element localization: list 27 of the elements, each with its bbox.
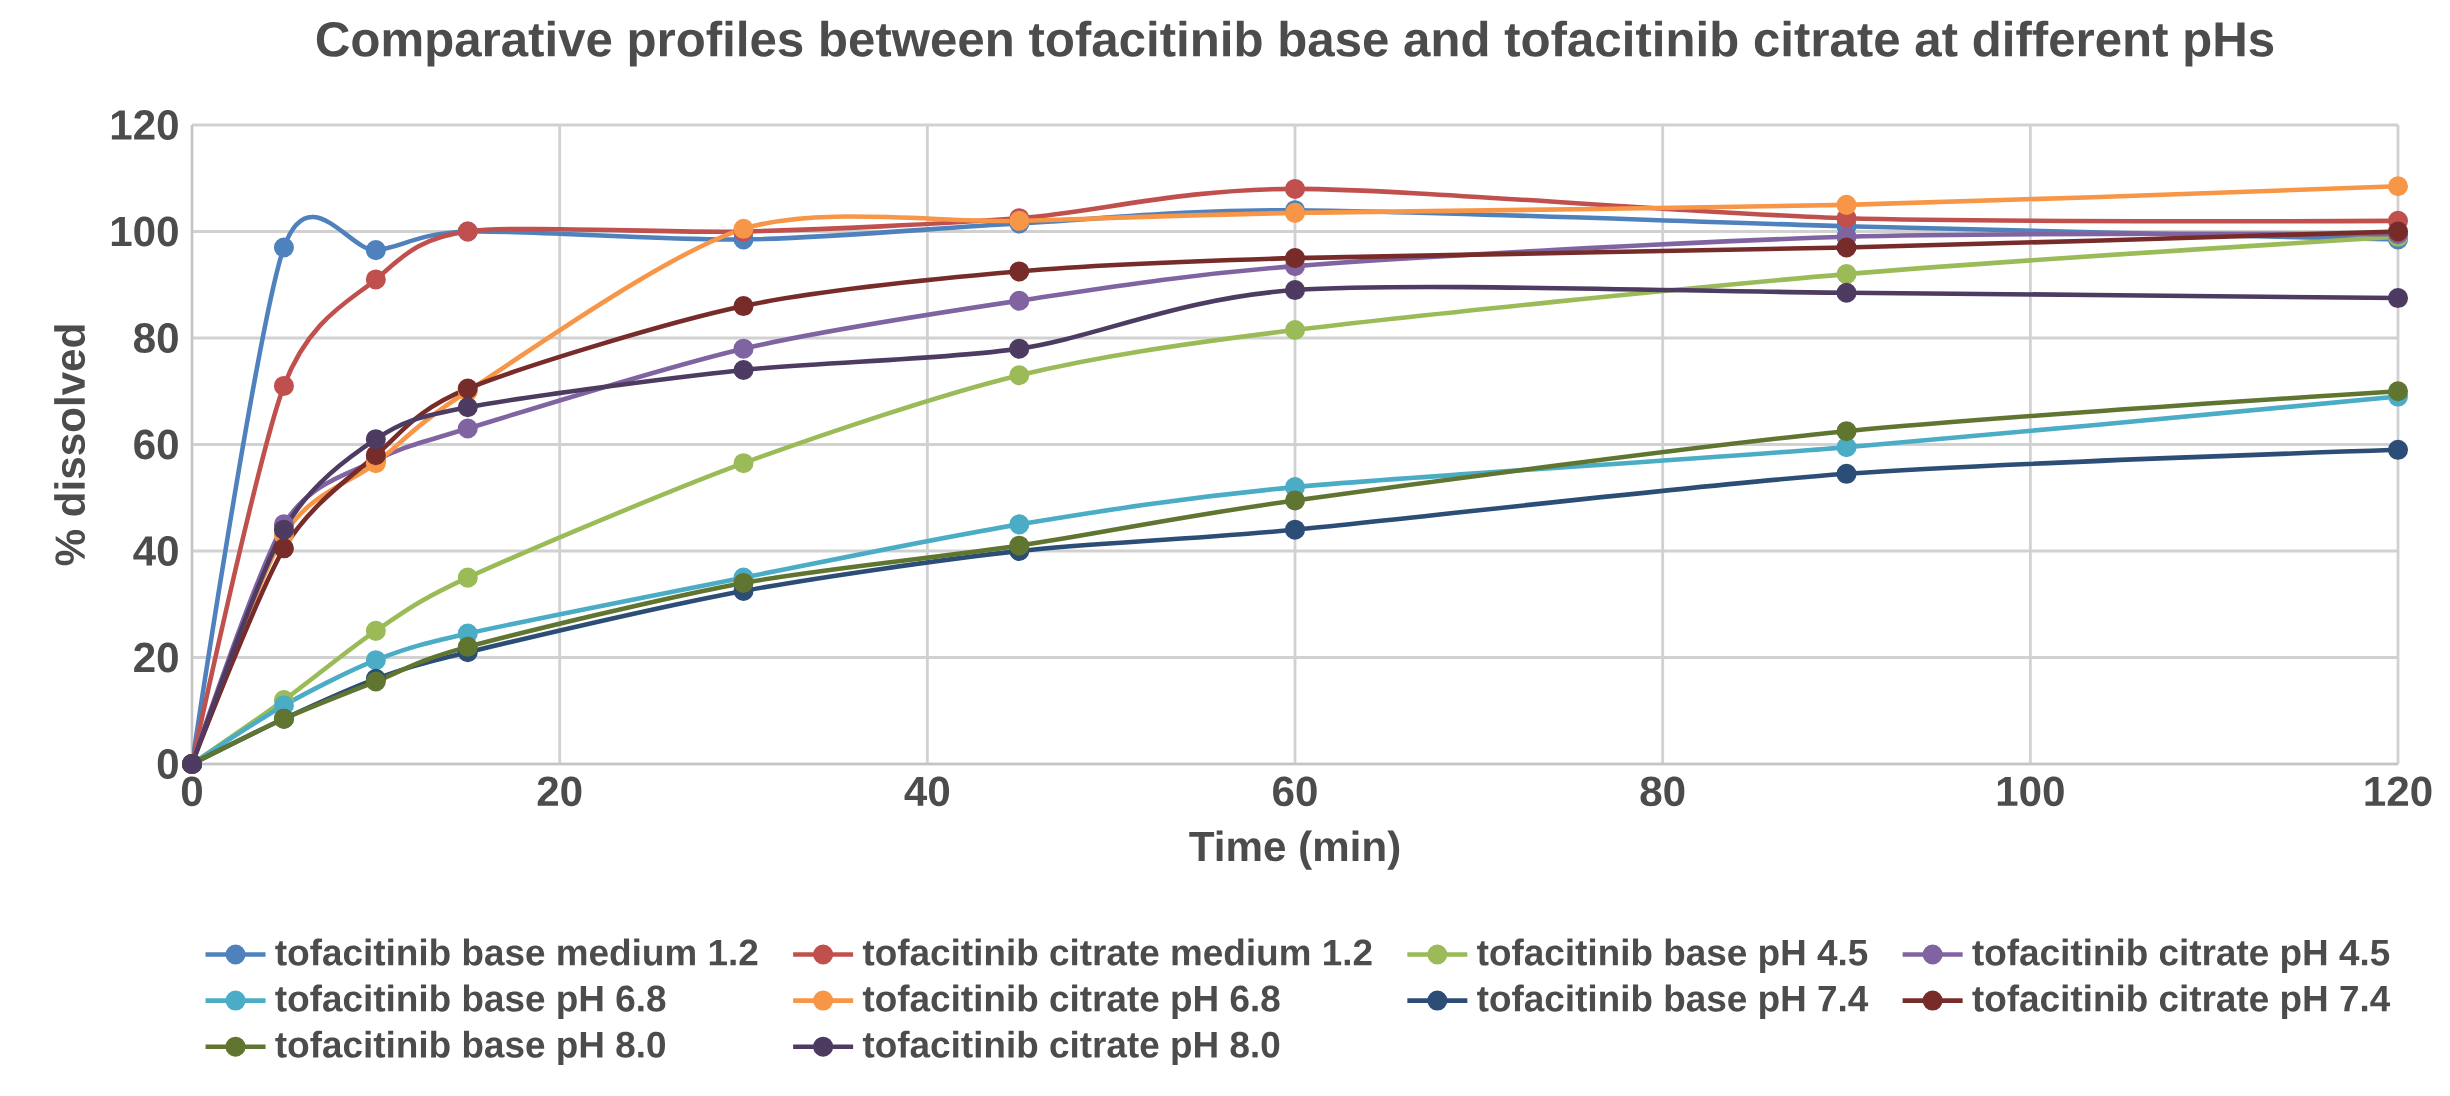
- legend-label: tofacitinib base pH 8.0: [275, 1030, 665, 1066]
- legend-label: tofacitinib citrate pH 6.8: [862, 984, 1280, 1019]
- legend-label: tofacitinib base pH 4.5: [1477, 938, 1868, 973]
- legend-label: tofacitinib citrate pH 7.4: [1972, 984, 2391, 1019]
- y-tick-label: 0: [157, 749, 178, 779]
- legend-label: tofacitinib base medium 1.2: [275, 938, 758, 966]
- x-tick-label: 100: [1997, 776, 2064, 807]
- legend-label: tofacitinib base pH 7.4: [1477, 984, 1869, 1019]
- y-tick-label: 20: [134, 642, 178, 673]
- x-axis-title: Time (min): [1189, 830, 1400, 870]
- x-tick-label: 20: [537, 776, 582, 807]
- y-tick-label: 80: [134, 323, 178, 353]
- y-tick-label: 40: [133, 536, 178, 566]
- y-tick-label: 60: [134, 429, 178, 460]
- x-tick-label: 40: [904, 776, 950, 807]
- y-tick-label: 100: [111, 216, 178, 247]
- y-axis-title: % dissolved: [54, 325, 86, 566]
- x-tick-label: 0: [181, 776, 202, 807]
- legend-label: tofacitinib citrate medium 1.2: [862, 938, 1372, 966]
- y-tick-label: 120: [111, 110, 178, 140]
- x-tick-label: 60: [1273, 776, 1317, 807]
- legend-label: tofacitinib base pH 6.8: [275, 984, 666, 1019]
- x-tick-label: 120: [2365, 776, 2432, 807]
- x-tick-label: 80: [1640, 776, 1685, 807]
- legend-label: tofacitinib citrate pH 8.0: [862, 1030, 1280, 1066]
- legend-label: tofacitinib citrate pH 4.5: [1972, 938, 2390, 973]
- chart-title: Comparative profiles between tofacitinib base and tofacitinib citrate at different pHs: [316, 20, 2274, 67]
